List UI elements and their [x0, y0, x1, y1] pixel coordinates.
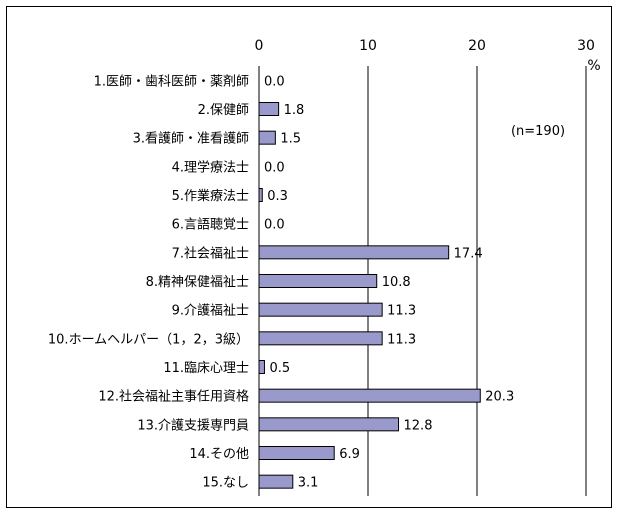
category-labels: 1.医師・歯科医師・薬剤師 2.保健師 3.看護師・准看護師 4.理学療法士 5.作業療… [48, 73, 249, 490]
category-label: 5.作業療法士 [172, 188, 249, 204]
bars [258, 102, 481, 489]
value-label: 0.0 [264, 160, 285, 175]
category-label: 11.臨床心理士 [163, 361, 249, 376]
bar [258, 245, 450, 260]
category-label: 7.社会福祉士 [172, 245, 249, 261]
x-tick-10: 10 [359, 38, 377, 54]
value-label: 11.3 [387, 304, 416, 319]
category-label: 4.理学療法士 [172, 159, 249, 175]
category-label: 1.医師・歯科医師・薬剤師 [94, 73, 249, 89]
category-label: 10.ホームヘルパー（1，2，3級） [48, 332, 249, 347]
category-label: 9.介護福祉士 [172, 303, 249, 319]
value-label: 3.1 [298, 476, 319, 491]
value-label: 0.0 [264, 74, 285, 89]
bar [258, 274, 378, 288]
value-label: 12.8 [404, 418, 433, 433]
value-label: 1.5 [280, 132, 301, 147]
category-label: 6.言語聴覚士 [172, 217, 249, 233]
category-label: 13.介護支援専門員 [137, 417, 249, 433]
bar [258, 417, 400, 432]
value-label: 6.9 [339, 447, 360, 462]
value-label: 1.8 [284, 103, 305, 118]
category-label: 15.なし [202, 476, 249, 491]
value-label: 20.3 [485, 390, 514, 405]
bar [258, 446, 335, 460]
category-label: 8.精神保健福祉士 [146, 275, 249, 290]
x-tick-0: 0 [255, 38, 264, 54]
bar [258, 331, 383, 346]
x-tick-labels: 0 10 20 30 [255, 38, 595, 54]
value-label: 0.0 [264, 218, 285, 233]
bar [258, 360, 265, 374]
category-label: 2.保健師 [198, 103, 249, 118]
value-label: 0.5 [269, 361, 290, 376]
value-label: 17.4 [454, 246, 483, 261]
value-labels: 0.0 1.8 1.5 0.0 0.3 0.0 17.4 10.8 11.3 11.3 0.5 20.… [264, 74, 514, 490]
category-label: 3.看護師・准看護師 [133, 131, 249, 147]
category-label: 14.その他 [189, 447, 249, 462]
value-label: 0.3 [267, 189, 288, 204]
unit-label: % [587, 58, 600, 74]
value-label: 11.3 [387, 332, 416, 347]
bar [258, 102, 280, 116]
sample-size-note: (n=190) [511, 124, 565, 139]
bar [258, 130, 276, 145]
value-label: 10.8 [382, 275, 411, 290]
bar [258, 302, 383, 317]
bar [258, 388, 481, 403]
bar [258, 474, 294, 489]
x-tick-20: 20 [468, 38, 486, 54]
x-tick-30: 30 [577, 38, 595, 54]
category-label: 12.社会福祉主事任用資格 [98, 389, 249, 405]
